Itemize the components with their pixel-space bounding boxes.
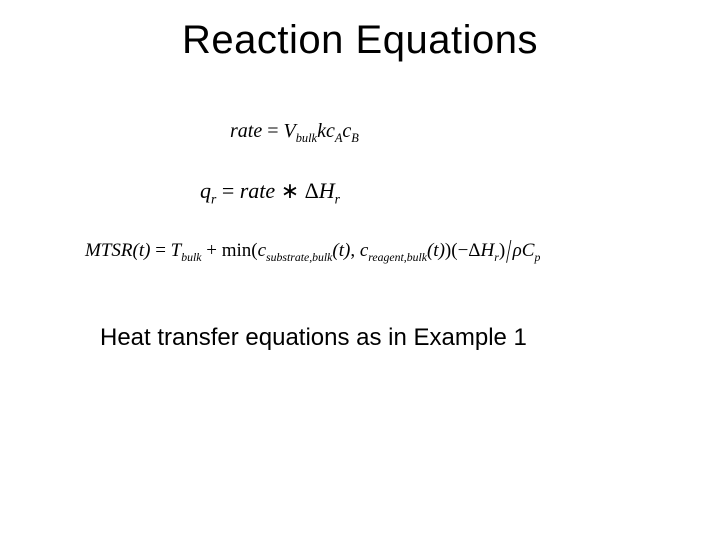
equation-rate: rate = VbulkkcAcB: [230, 120, 359, 146]
equation-mtsr: MTSR(t) = Tbulk + min(csubstrate,bulk(t)…: [85, 240, 540, 265]
slide-title: Reaction Equations: [0, 18, 720, 63]
slide: Reaction Equations rate = VbulkkcAcB qr …: [0, 0, 720, 540]
equation-heat-rate: qr = rate ∗ ΔHr: [200, 178, 340, 207]
note-text: Heat transfer equations as in Example 1: [100, 324, 527, 352]
